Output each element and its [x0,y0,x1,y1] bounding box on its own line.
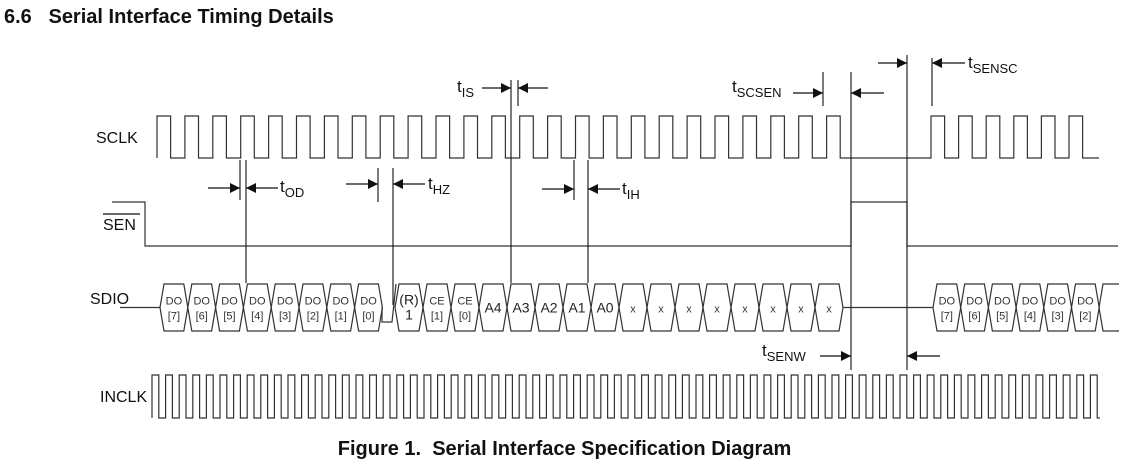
sdio-bit-label: x [686,304,692,316]
inclk-waveform [151,374,1100,419]
sdio-bit-cell: x [674,283,704,332]
sdio-bit-cell: DO [7] [159,283,189,332]
sdio-bit-cell: DO [3] [270,283,300,332]
sdio-bit-label-top: CE [457,296,472,308]
sdio-bit-label-bottom: [6] [196,311,208,323]
sdio-bit-cell: DO [7] [932,283,962,332]
sdio-bit-cell: A2 [534,283,564,332]
sdio-bit-label-top: DO [249,296,266,308]
sdio-bit-cell: DO [4] [242,283,272,332]
sdio-bit-cell: x [646,283,676,332]
sdio-bit-label: x [630,304,636,316]
sdio-bit-cell: DO [6] [960,283,990,332]
sdio-bit-label-top: DO [166,296,183,308]
sdio-bit-label-top: DO [360,296,377,308]
sdio-bit-label-top: DO [332,296,349,308]
sdio-bit-label: x [770,304,776,316]
sdio-bit-label-top: DO [1049,296,1066,308]
sdio-label: SDIO [90,291,129,308]
sclk-waveform [156,115,1099,159]
sdio-bit-cell: (R)1 [394,283,424,332]
sdio-bit-cell: A1 [562,283,592,332]
timing-label-tsenw: tSENW [762,341,806,364]
sdio-bit-label-bottom: [1] [431,311,443,323]
timing-label-tod: tOD [280,177,304,200]
sdio-bit-label-bottom: [1] [335,311,347,323]
sdio-bit-label-bottom: 1 [405,307,413,323]
sdio-bit-label-bottom: [4] [1024,311,1036,323]
sdio-bit-label-bottom: [7] [168,311,180,323]
sdio-bit-label-top: DO [305,296,322,308]
sdio-bit-label: A4 [484,300,501,316]
sdio-bit-cell: CE [0] [450,283,480,332]
sdio-bit-cell: x [702,283,732,332]
sdio-bit-label-top: DO [1022,296,1039,308]
sdio-bit-label: x [714,304,720,316]
timing-diagram: SCLK SEN SDIO INCLK DO [7] DO [6] DO [5] DO [4]… [90,53,1119,419]
sdio-bit-cell: DO [6] [187,283,217,332]
sdio-bit-label-top: DO [966,296,983,308]
sdio-bit-cell: A3 [506,283,536,332]
sdio-bit-cell: A0 [590,283,620,332]
sdio-bit-label-top: DO [277,296,294,308]
figure-caption: Figure 1. Serial Interface Specification… [337,438,792,460]
sdio-bit-cell: DO [5] [214,283,245,332]
sdio-bit-cell: DO [2] [1070,283,1100,332]
sdio-bit-cell: CE [1] [422,283,452,332]
sdio-bit-label-bottom: [5] [996,311,1008,323]
sdio-bit-cell: DO [1] [326,283,356,332]
sdio-bit-label-top: (R) [399,292,418,308]
sdio-bit-label: A3 [512,300,529,316]
sdio-bit-label-bottom: [3] [1052,311,1064,323]
sclk-label: SCLK [96,130,138,147]
timing-label-tscsen: tSCSEN [732,77,782,100]
sdio-bit-cell: DO [4] [1015,283,1045,332]
sdio-bit-label: x [742,304,748,316]
sdio-bit-label-bottom: [2] [307,311,319,323]
sdio-bit-cell: x [814,283,844,332]
sdio-bit-label: A0 [596,300,613,316]
sdio-bit-cell: DO [3] [1043,283,1073,332]
sdio-bit-label: A2 [540,300,557,316]
sdio-bit-label-top: DO [939,296,956,308]
sdio-bit-cell: DO [2] [298,283,328,332]
sdio-bit-label: x [658,304,664,316]
timing-label-thz: tHZ [428,174,450,197]
sdio-bit-label-bottom: [0] [362,311,374,323]
sdio-bit-label: A1 [568,300,585,316]
timing-label-tsensc: tSENSC [968,53,1018,76]
sdio-bit-cell: x [730,283,760,332]
sdio-bit-cell: A4 [478,283,508,332]
sen-label: SEN [103,217,136,234]
sdio-bit-cell: x [758,283,788,332]
sdio-bit-label-bottom: [4] [251,311,263,323]
sen-waveform [112,201,1118,247]
sdio-bit-label: x [798,304,804,316]
sdio-bit-label-bottom: [6] [968,311,980,323]
sdio-bit-label-bottom: [5] [223,311,235,323]
sdio-bit-label-top: CE [429,296,444,308]
sdio-bit-label-top: DO [1077,296,1094,308]
timing-label-tis: tIS [457,77,474,100]
timing-label-tih: tIH [622,179,640,202]
sdio-bit-cell: DO [0] [353,283,384,332]
sdio-bit-label-bottom: [0] [459,311,471,323]
sdio-bit-label-bottom: [2] [1079,311,1091,323]
sdio-bit-label: x [826,304,832,316]
sdio-bit-label-top: DO [221,296,238,308]
sdio-bit-label-top: DO [994,296,1011,308]
sdio-bit-cell: x [618,283,648,332]
sdio-bit-cell: DO [5] [987,283,1017,332]
inclk-label: INCLK [100,389,147,406]
sdio-bit-label-bottom: [7] [941,311,953,323]
sdio-bit-label-top: DO [193,296,210,308]
sdio-bit-label-bottom: [3] [279,311,291,323]
sdio-bit-cell: x [786,283,816,332]
section-title: 6.6 Serial Interface Timing Details [4,6,334,28]
